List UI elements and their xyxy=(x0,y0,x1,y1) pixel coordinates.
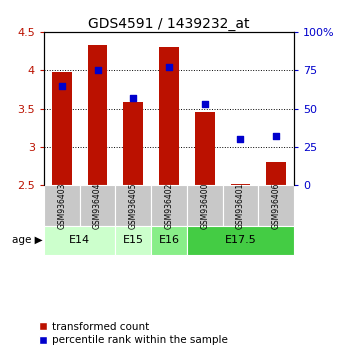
Bar xyxy=(187,185,223,225)
Text: GSM936406: GSM936406 xyxy=(272,182,281,229)
Text: GSM936401: GSM936401 xyxy=(236,182,245,229)
Text: E17.5: E17.5 xyxy=(224,235,256,245)
Legend: transformed count, percentile rank within the sample: transformed count, percentile rank withi… xyxy=(39,322,227,345)
Bar xyxy=(115,225,151,255)
Bar xyxy=(151,185,187,225)
Bar xyxy=(258,185,294,225)
Bar xyxy=(44,225,115,255)
Bar xyxy=(266,162,286,185)
Bar xyxy=(159,47,179,185)
Point xyxy=(238,136,243,142)
Bar xyxy=(88,45,107,185)
Bar xyxy=(123,102,143,185)
Text: E16: E16 xyxy=(159,235,179,245)
Bar xyxy=(187,225,294,255)
Text: GSM936402: GSM936402 xyxy=(165,182,173,229)
Point xyxy=(59,83,65,88)
Bar xyxy=(115,185,151,225)
Text: GSM936405: GSM936405 xyxy=(129,182,138,229)
Bar xyxy=(195,112,215,185)
Bar xyxy=(223,185,258,225)
Point xyxy=(166,64,172,70)
Title: GDS4591 / 1439232_at: GDS4591 / 1439232_at xyxy=(88,17,250,31)
Text: GSM936400: GSM936400 xyxy=(200,182,209,229)
Text: age ▶: age ▶ xyxy=(11,235,42,245)
Text: GSM936404: GSM936404 xyxy=(93,182,102,229)
Point xyxy=(95,67,100,73)
Text: E15: E15 xyxy=(123,235,144,245)
Point xyxy=(273,133,279,139)
Text: E14: E14 xyxy=(69,235,90,245)
Bar xyxy=(80,185,115,225)
Bar xyxy=(52,73,72,185)
Bar xyxy=(151,225,187,255)
Point xyxy=(202,101,208,107)
Text: GSM936403: GSM936403 xyxy=(57,182,66,229)
Bar xyxy=(231,184,250,185)
Point xyxy=(130,95,136,101)
Bar xyxy=(44,185,80,225)
